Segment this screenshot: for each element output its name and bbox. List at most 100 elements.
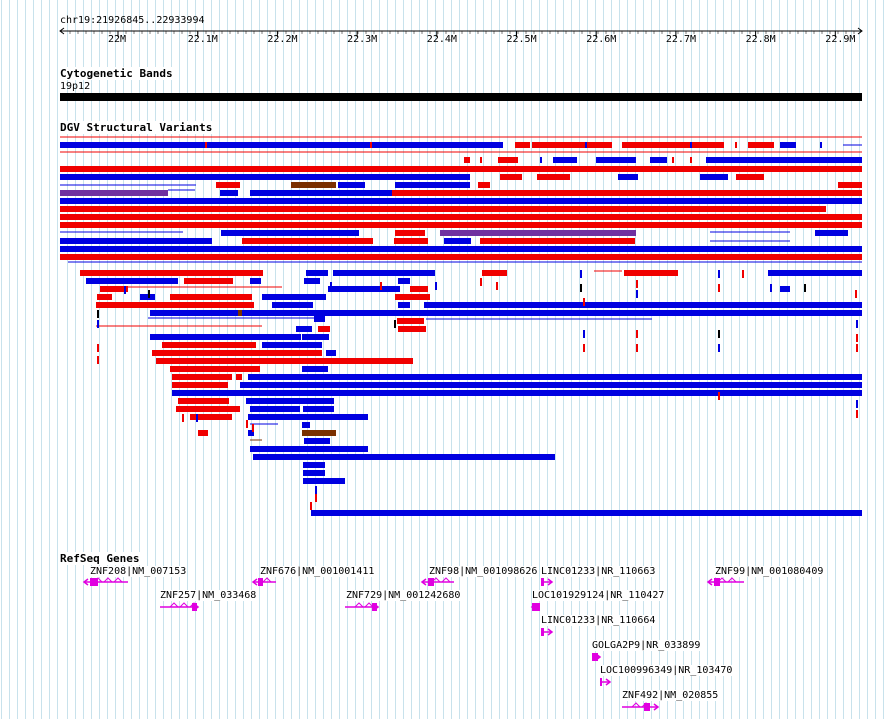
gene-label-linc01233-a[interactable]: LINC01233|NR_110663 [541,566,656,577]
gene-label-loc101929124[interactable]: LOC101929124|NR_110427 [532,590,665,601]
variant-tick [636,344,638,352]
variant-tick [480,157,482,163]
gene-model [420,577,454,586]
gene-exon [532,603,540,611]
variant-bar [178,398,229,404]
variant-tick [600,157,602,163]
gene-splice [441,577,451,583]
ruler-tick-label: 22.2M [267,34,298,45]
variant-bar [253,454,555,460]
gene-model [600,678,612,686]
variant-tick [855,290,857,298]
gene-model [530,603,540,611]
gene-splice [179,602,189,608]
variant-bar [410,286,428,292]
variant-bar [242,238,373,244]
variant-bar [392,190,862,196]
variant-tick [97,356,99,364]
variant-bar [311,510,862,516]
gene-exon [714,578,720,586]
gene-splice [631,702,641,708]
variant-bar [184,278,233,284]
variant-tick [496,282,498,290]
gene-label-znf257[interactable]: ZNF257|NM_033468 [160,590,257,601]
variant-tick [580,284,582,292]
variant-bar [596,157,636,163]
gene-strand-arrow [547,628,554,636]
variant-bar [338,182,365,188]
variant-tick [370,142,372,148]
variant-bar [240,382,862,388]
variant-bar [395,182,470,188]
variant-tick [830,157,832,163]
variant-bar [706,157,862,163]
gene-model [541,578,554,586]
gene-exon [644,703,650,711]
gene-exon [428,578,434,586]
gene-label-znf98[interactable]: ZNF98|NM_001098626 [429,566,538,577]
variant-bar [156,358,413,364]
variant-bar [303,462,325,468]
variant-tick [690,157,692,163]
variant-bar [748,142,774,148]
variant-bar [198,430,208,436]
variant-bar [60,174,470,180]
variant-bar [236,374,242,380]
variant-tick [636,330,638,338]
variant-bar [780,286,790,292]
gene-model [82,577,128,586]
gene-label-znf492[interactable]: ZNF492|NM_020855 [622,690,719,701]
gene-label-loc100996349[interactable]: LOC100996349|NR_103470 [600,665,733,676]
gene-label-znf99[interactable]: ZNF99|NM_001080409 [715,566,824,577]
variant-bar [97,294,112,300]
variant-tick [660,142,662,148]
gene-strand-arrow [420,578,427,586]
ruler[interactable] [0,0,890,60]
variant-tick [435,282,437,290]
gene-strand-arrow [706,578,713,586]
variant-bar [304,278,320,284]
gene-model [345,602,380,611]
gene-exon [541,628,544,636]
variant-bar [172,382,228,388]
gene-exon [372,603,377,611]
variant-bar [650,157,667,163]
gene-model [541,628,554,636]
gene-label-znf676[interactable]: ZNF676|NM_001001411 [260,566,375,577]
gene-strand-arrow [605,678,612,686]
location-label: chr19:21926845..22933994 [60,15,205,26]
variant-bar [440,230,636,236]
variant-bar [60,238,212,244]
gene-label-znf729[interactable]: ZNF729|NM_001242680 [346,590,461,601]
gene-label-golga2p9[interactable]: GOLGA2P9|NR_033899 [592,640,701,651]
variant-tick [718,270,720,278]
gene-model [160,602,200,611]
ruler-tick-label: 22.8M [745,34,776,45]
variant-tick [252,424,254,432]
variant-tick [636,280,638,288]
variant-bar [500,174,522,180]
variant-tick [770,284,772,292]
gene-model [706,577,744,586]
variant-bar [100,286,128,292]
variant-tick [583,298,585,306]
gene-splice [717,577,727,583]
gene-strand-arrow [82,578,89,586]
variant-bar [272,302,313,308]
gene-splice [431,577,441,583]
variant-tick [583,344,585,352]
cytoband-name: 19p12 [60,81,91,92]
variant-bar [238,310,242,316]
cytoband-bar[interactable] [60,93,862,101]
dgv-track-title: DGV Structural Variants [60,121,215,134]
variant-bar [398,302,410,308]
gene-label-znf208[interactable]: ZNF208|NM_007153 [90,566,187,577]
gene-label-linc01233-b[interactable]: LINC01233|NR_110664 [541,615,656,626]
variant-bar [60,246,862,252]
variant-tick [820,142,822,148]
variant-bar [395,294,430,300]
variant-bar [60,254,862,260]
variant-bar [221,230,359,236]
